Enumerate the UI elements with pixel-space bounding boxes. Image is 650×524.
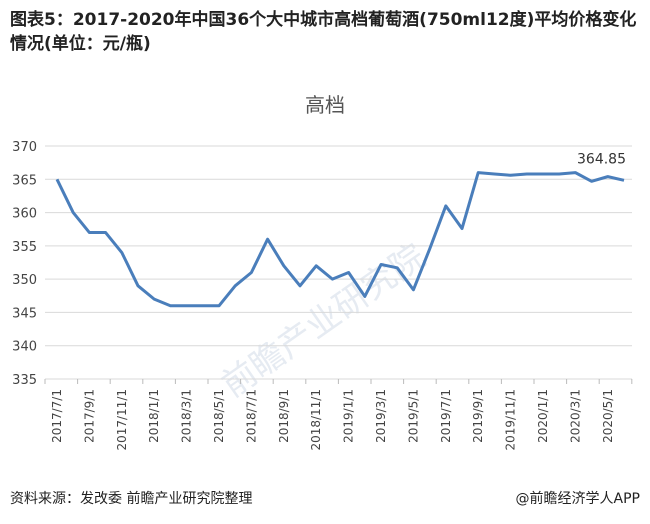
x-tick-label: 2017/9/1 [82, 389, 96, 443]
x-tick-label: 2019/11/1 [504, 389, 518, 451]
x-tick-label: 2020/1/1 [536, 389, 550, 443]
x-tick-label: 2018/3/1 [180, 389, 194, 443]
y-tick-label: 360 [12, 207, 37, 222]
y-tick-label: 340 [12, 340, 37, 355]
x-tick-label: 2019/3/1 [374, 389, 388, 443]
y-tick-label: 350 [12, 273, 37, 288]
data-label: 364.85 [577, 151, 626, 167]
x-tick-label: 2018/11/1 [309, 389, 323, 451]
x-tick-label: 2020/5/1 [601, 389, 615, 443]
x-tick-label: 2019/5/1 [406, 389, 420, 443]
watermark: 前瞻产业研究院 [215, 236, 433, 405]
x-tick-label: 2018/9/1 [277, 389, 291, 443]
x-tick-label: 2019/1/1 [342, 389, 356, 443]
x-tick-label: 2020/3/1 [568, 389, 582, 443]
x-tick-label: 2017/7/1 [50, 389, 64, 443]
x-tick-label: 2019/7/1 [439, 389, 453, 443]
y-tick-label: 345 [12, 306, 37, 321]
brand-credit: @前瞻经济学人APP [515, 491, 640, 507]
y-tick-label: 365 [12, 173, 37, 188]
x-tick-label: 2018/5/1 [212, 389, 226, 443]
chart-title: 高档 [305, 93, 345, 117]
x-tick-label: 2017/11/1 [115, 389, 129, 451]
x-tick-label: 2018/1/1 [147, 389, 161, 443]
y-tick-label: 355 [12, 240, 37, 255]
y-tick-label: 370 [12, 140, 37, 155]
source-note: 资料来源：发改委 前瞻产业研究院整理 [10, 491, 253, 507]
x-tick-label: 2018/7/1 [244, 389, 258, 443]
y-tick-label: 335 [12, 373, 37, 388]
x-tick-label: 2019/9/1 [471, 389, 485, 443]
series-line [55, 171, 625, 308]
figure-title: 图表5：2017-2020年中国36个大中城市高档葡萄酒(750ml12度)平均… [10, 10, 637, 54]
